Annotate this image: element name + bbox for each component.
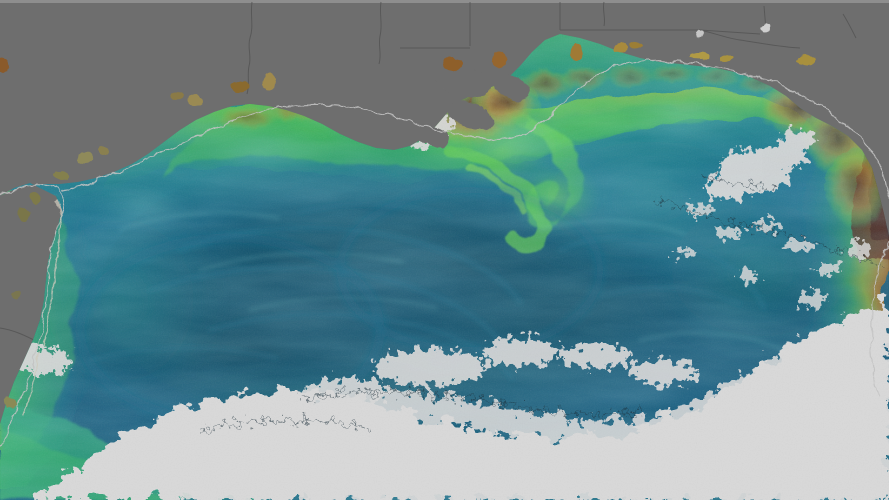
coastal-lagoons	[0, 24, 814, 410]
coastline-layer	[0, 60, 889, 447]
border-line-fl-north	[699, 29, 801, 49]
map-top-edge	[0, 0, 889, 3]
border-line-ga	[602, 1, 606, 27]
border-line-short-2	[842, 13, 857, 39]
coastal-land-detail	[416, 66, 532, 147]
barrier-island-line	[21, 199, 61, 419]
border-line-tx-la	[246, 1, 253, 95]
border-line-la-ms	[378, 1, 382, 65]
